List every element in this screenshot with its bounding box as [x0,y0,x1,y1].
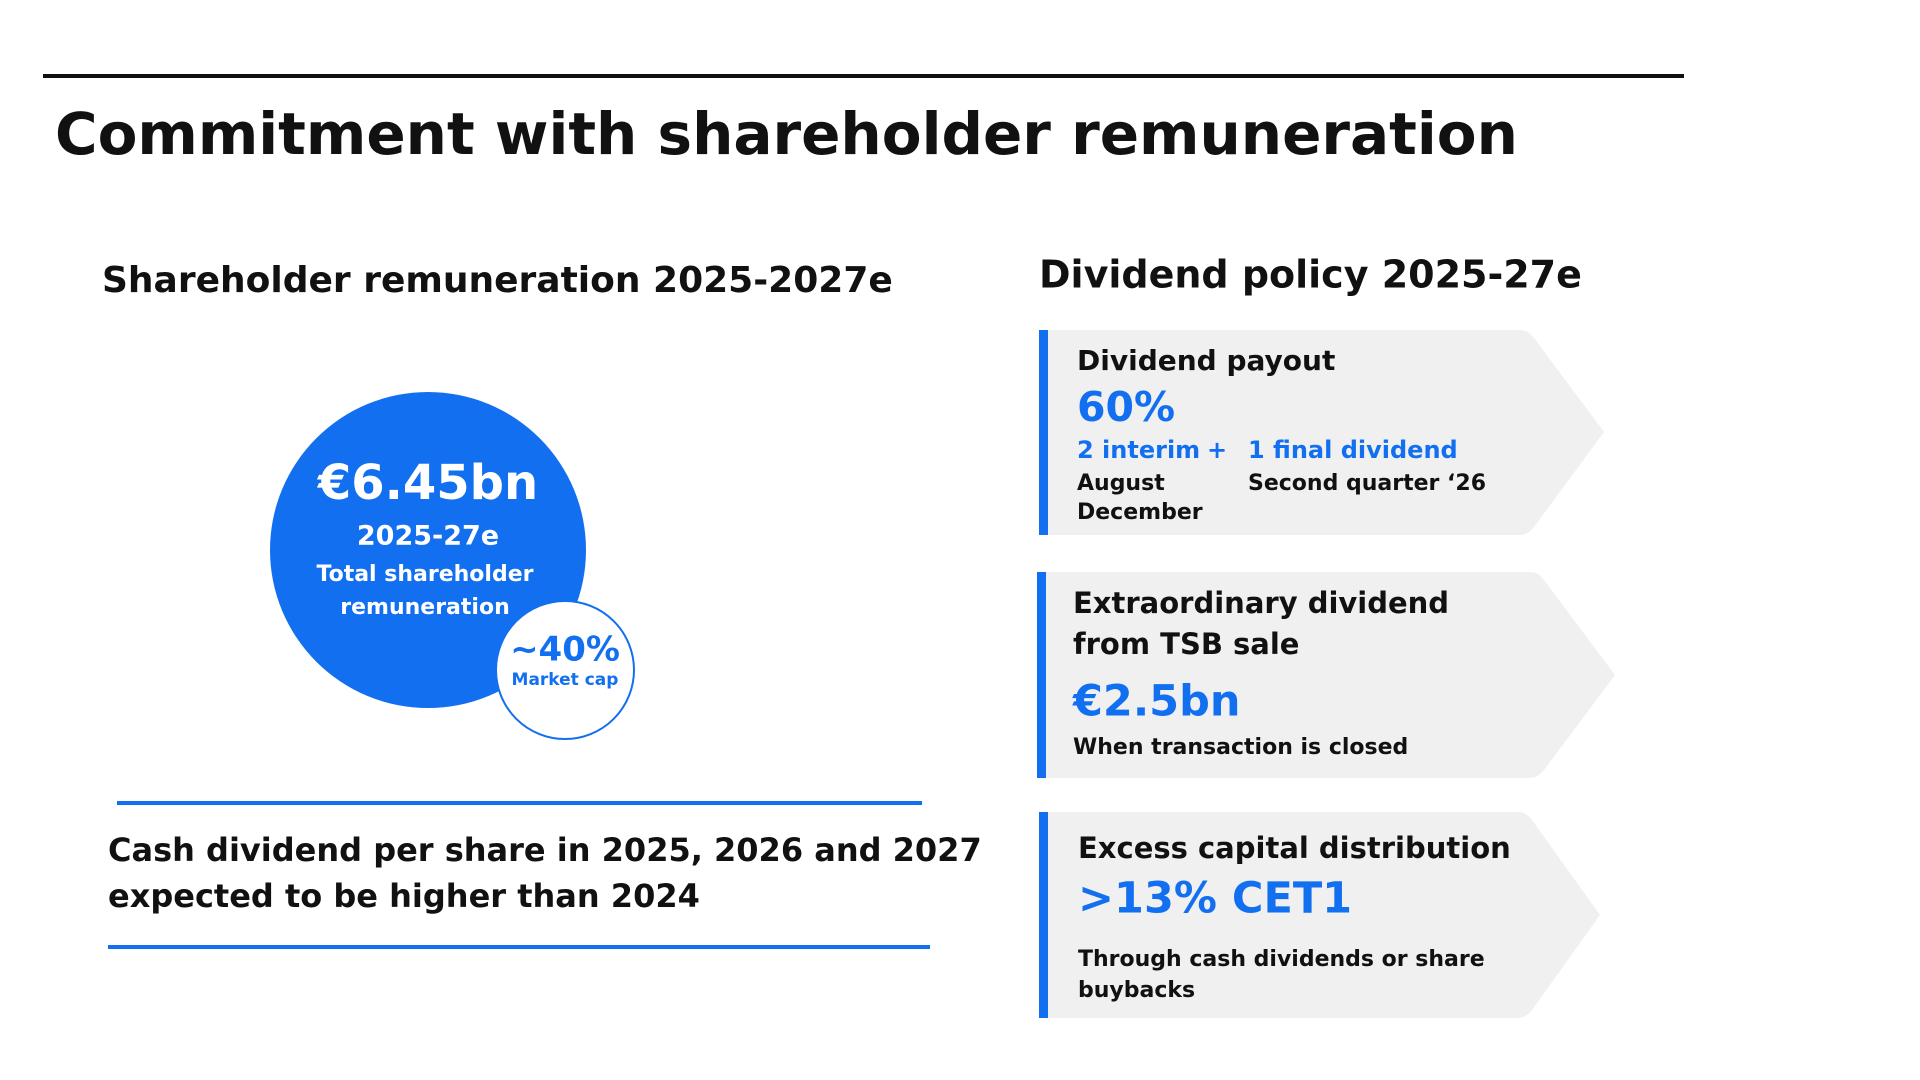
note: expected to be higher than 2024 [108,877,700,915]
badge-circle [495,600,635,740]
total-label: Total shareholder [317,562,534,587]
card-note: buybacks [1078,978,1195,1003]
card-title: Dividend payout [1077,344,1335,377]
card [1039,330,1604,535]
card-accent [1037,572,1046,778]
card [1039,812,1600,1018]
card-accent [1039,330,1048,535]
card-note: When transaction is closed [1073,735,1408,760]
card-note: August [1077,471,1165,496]
card-value: >13% CET1 [1078,874,1352,924]
total-period: 2025-27e [357,521,499,552]
section-title: Shareholder remuneration 2025-2027e [102,260,893,301]
card [1037,572,1615,778]
card-title: Excess capital distribution [1078,831,1511,865]
badge-value: ~40% [510,630,620,670]
card-title: Extraordinary dividend [1073,586,1449,620]
note: Cash dividend per share in 2025, 2026 an… [108,831,982,869]
section-title: Dividend policy 2025-27e [1039,253,1582,297]
card-note: Second quarter ‘26 [1248,471,1486,496]
card-value: 60% [1077,383,1175,431]
card-value: €2.5bn [1072,677,1241,727]
card-accent [1039,812,1048,1018]
slide-title: Commitment with shareholder remuneration [55,100,1518,168]
total-label: remuneration [340,595,509,620]
card-plus: + [1207,436,1227,464]
total-amount: €6.45bn [317,455,538,511]
badge-label: Market cap [512,670,619,690]
card-sub: 1 final dividend [1248,436,1458,464]
card-note: December [1077,500,1203,525]
total-circle [270,392,586,708]
card-note: Through cash dividends or share [1078,947,1485,972]
card-sub: 2 interim [1077,436,1200,464]
card-title: from TSB sale [1073,627,1299,661]
